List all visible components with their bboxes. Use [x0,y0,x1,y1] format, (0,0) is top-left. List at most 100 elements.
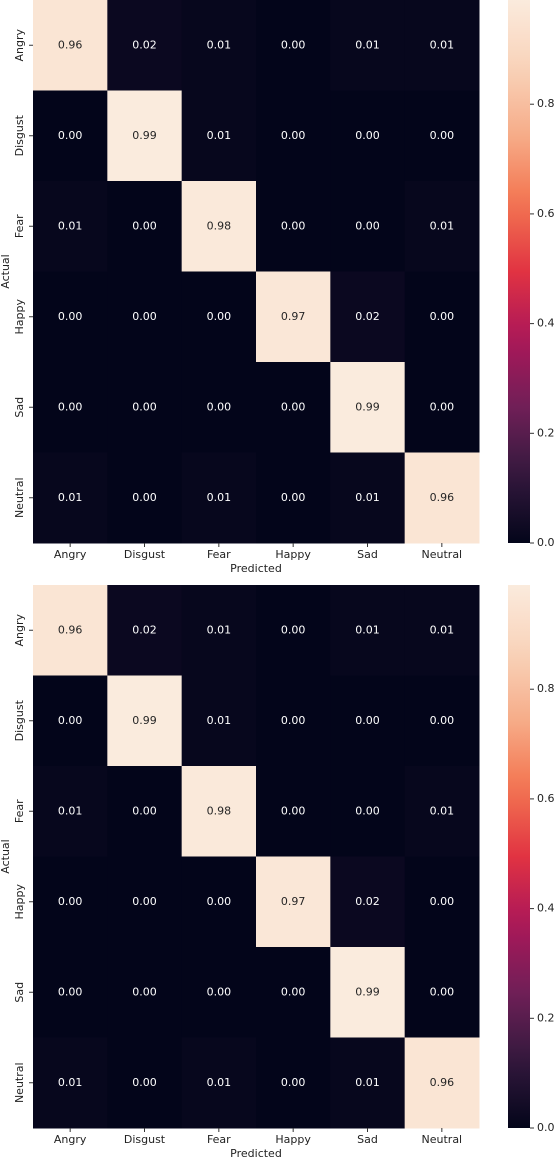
x-tick-label: Disgust [124,1133,166,1146]
cell-label: 0.97 [281,310,306,323]
heatmap-cell [181,271,257,363]
heatmap-cell [33,766,108,857]
cell-label: 0.02 [132,623,157,636]
heatmap-cell [107,585,183,676]
cell-label: 0.00 [281,219,306,232]
heatmap-cell [404,947,480,1038]
heatmap-cell [33,271,108,363]
cell-label: 0.00 [281,38,306,51]
cell-label: 0.00 [281,985,306,998]
colorbar-tick-label: 0.6 [537,207,555,220]
cell-label: 0.01 [430,804,455,817]
y-tick-label: Angry [13,614,26,647]
cell-label: 0.00 [58,895,83,908]
y-tick-label: Angry [13,29,26,62]
x-tick-label: Sad [357,1133,378,1146]
cell-label: 0.01 [58,219,83,232]
cell-label: 0.01 [430,219,455,232]
heatmap-cell [330,271,406,363]
heatmap-cell [404,181,480,272]
cell-label: 0.96 [430,1076,455,1089]
cell-label: 0.00 [430,400,455,413]
cell-label: 0.96 [430,491,455,504]
y-tick-label: Happy [13,299,26,335]
cell-label: 0.01 [207,1076,232,1089]
x-tick-label: Sad [357,548,378,561]
heatmap-cell [107,90,183,182]
heatmap-cell [330,856,406,948]
cell-label: 0.00 [58,400,83,413]
y-tick-label: Neutral [13,1062,26,1103]
cell-label: 0.00 [132,895,157,908]
heatmap-cell [404,271,480,363]
cell-label: 0.00 [281,714,306,727]
heatmap-cell [256,181,331,272]
cell-label: 0.01 [207,38,232,51]
x-tick-label: Neutral [422,548,463,561]
heatmap-cell [33,181,108,272]
heatmap-cell [404,362,480,453]
heatmap-cell [256,271,331,363]
cell-label: 0.01 [355,623,380,636]
cell-label: 0.00 [355,129,380,142]
heatmap-cell [330,362,406,453]
heatmap-cell [181,766,257,857]
heatmap-cell [404,1037,480,1129]
heatmap-cell [33,0,108,91]
cell-label: 0.00 [207,985,232,998]
heatmap-cell [330,90,406,182]
cell-label: 0.01 [207,714,232,727]
cell-label: 0.00 [281,1076,306,1089]
x-tick-label: Angry [54,548,87,561]
heatmap-cell [181,452,257,544]
heatmap-cell [330,181,406,272]
cell-label: 0.01 [207,491,232,504]
heatmap-cell [330,766,406,857]
heatmap-cell [256,585,331,676]
heatmap-cell [256,856,331,948]
colorbar-tick-label: 0.8 [537,97,555,110]
colorbar-tick-label: 0.8 [537,682,555,695]
heatmap-cell [33,362,108,453]
heatmap-cell [33,452,108,544]
heatmap-cell [404,856,480,948]
cell-label: 0.01 [355,1076,380,1089]
cell-label: 0.00 [207,895,232,908]
heatmap-cell [256,947,331,1038]
cell-label: 0.00 [58,310,83,323]
cell-label: 0.00 [430,985,455,998]
cell-label: 0.00 [132,804,157,817]
heatmap-cell [107,766,183,857]
heatmap-cell [330,0,406,91]
cell-label: 0.99 [132,714,157,727]
cell-label: 0.00 [132,310,157,323]
heatmap-cell [107,271,183,363]
cell-label: 0.99 [132,129,157,142]
cell-label: 0.00 [132,219,157,232]
heatmap-cell [404,0,480,91]
heatmap-cell [256,1037,331,1129]
cell-label: 0.01 [207,623,232,636]
cell-label: 0.00 [58,714,83,727]
heatmap-cell [181,0,257,91]
cell-label: 0.00 [132,400,157,413]
y-tick-label: Sad [13,982,26,1003]
heatmap-cell [404,766,480,857]
cell-label: 0.02 [355,310,380,323]
x-tick-label: Fear [207,1133,231,1146]
cell-label: 0.97 [281,895,306,908]
cell-label: 0.00 [355,714,380,727]
cell-label: 0.00 [430,895,455,908]
x-tick-label: Happy [275,1133,311,1146]
heatmap-cell [256,0,331,91]
cell-label: 0.02 [132,38,157,51]
cell-label: 0.00 [58,985,83,998]
y-tick-label: Disgust [13,699,26,741]
heatmap-cell [181,181,257,272]
heatmap-cell [33,1037,108,1129]
cell-label: 0.01 [58,804,83,817]
y-tick-label: Sad [13,397,26,418]
cell-label: 0.01 [58,491,83,504]
heatmap-cell [256,452,331,544]
